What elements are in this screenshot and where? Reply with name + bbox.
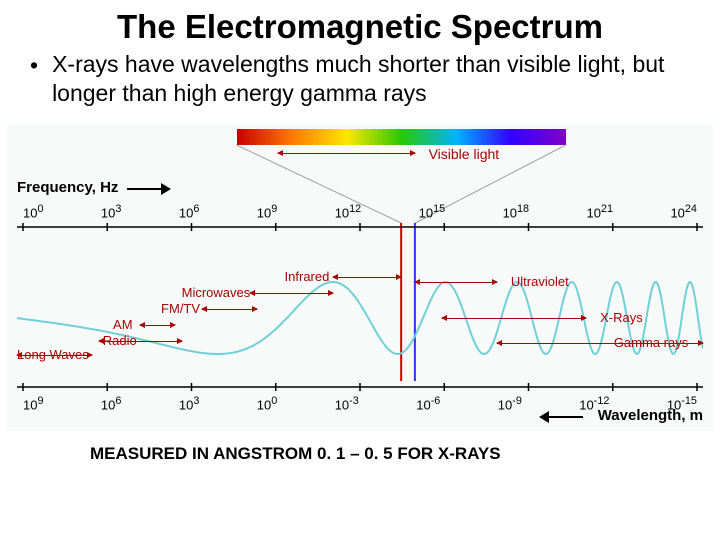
spectrum-diagram: Visible light Frequency, Hz 100103106109… [6,122,714,432]
band-label: Microwaves [182,285,251,300]
band-arrow [442,318,586,319]
band-label: Radio [103,333,137,348]
band-label: Ultraviolet [511,274,569,289]
band-arrow [250,293,332,294]
axis-tick: 10-6 [416,395,440,412]
axis-tick: 103 [179,395,200,412]
band-label: Infrared [285,269,330,284]
footer-note: MEASURED IN ANGSTROM 0. 1 – 0. 5 FOR X-R… [0,432,720,464]
axis-tick: 100 [257,395,278,412]
slide-title: The Electromagnetic Spectrum [0,0,720,50]
axis-tick: 109 [23,395,44,412]
wavelength-tick-row: 10910610310010-310-610-910-1210-15 [23,395,697,412]
band-label: X-Rays [600,310,643,325]
axis-tick: 10-9 [498,395,522,412]
band-label: Long Waves [17,347,89,362]
band-label: Gamma rays [614,335,688,350]
axis-tick: 10-3 [335,395,359,412]
band-arrow [333,277,402,278]
band-arrow [140,325,174,326]
bullet-text: X-rays have wavelengths much shorter tha… [52,50,690,108]
band-label: AM [113,317,133,332]
band-label: FM/TV [161,301,200,316]
band-arrow [415,282,497,283]
wavelength-arrow-icon [539,409,585,425]
band-arrow [202,309,257,310]
bullet-marker: • [30,52,38,79]
bullet-item: • X-rays have wavelengths much shorter t… [0,50,720,114]
axis-tick: 106 [101,395,122,412]
wavelength-axis-line [17,381,703,393]
wavelength-axis-label: Wavelength, m [598,407,703,424]
